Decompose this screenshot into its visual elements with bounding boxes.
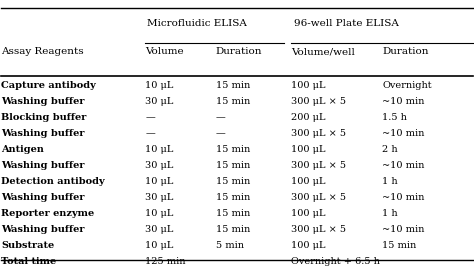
Text: 10 μL: 10 μL (145, 209, 173, 218)
Text: ~10 min: ~10 min (382, 193, 425, 202)
Text: 15 min: 15 min (216, 225, 250, 234)
Text: 300 μL × 5: 300 μL × 5 (291, 193, 346, 202)
Text: 1.5 h: 1.5 h (382, 113, 407, 122)
Text: 15 min: 15 min (216, 145, 250, 154)
Text: Assay Reagents: Assay Reagents (1, 47, 84, 56)
Text: 100 μL: 100 μL (291, 209, 326, 218)
Text: 5 min: 5 min (216, 241, 244, 250)
Text: Washing buffer: Washing buffer (1, 97, 85, 106)
Text: 15 min: 15 min (216, 209, 250, 218)
Text: 15 min: 15 min (216, 177, 250, 186)
Text: —: — (145, 113, 155, 122)
Text: ~10 min: ~10 min (382, 97, 425, 106)
Text: 10 μL: 10 μL (145, 81, 173, 90)
Text: Duration: Duration (382, 47, 428, 56)
Text: 30 μL: 30 μL (145, 225, 173, 234)
Text: 15 min: 15 min (382, 241, 416, 250)
Text: 30 μL: 30 μL (145, 193, 173, 202)
Text: 100 μL: 100 μL (291, 241, 326, 250)
Text: 30 μL: 30 μL (145, 161, 173, 170)
Text: Overnight: Overnight (382, 81, 432, 90)
Text: 300 μL × 5: 300 μL × 5 (291, 161, 346, 170)
Text: ~10 min: ~10 min (382, 161, 425, 170)
Text: 15 min: 15 min (216, 97, 250, 106)
Text: Washing buffer: Washing buffer (1, 193, 85, 202)
Text: Volume/well: Volume/well (291, 47, 355, 56)
Text: ~10 min: ~10 min (382, 225, 425, 234)
Text: Washing buffer: Washing buffer (1, 161, 85, 170)
Text: Total time: Total time (1, 257, 56, 266)
Text: 10 μL: 10 μL (145, 145, 173, 154)
Text: 100 μL: 100 μL (291, 177, 326, 186)
Text: 300 μL × 5: 300 μL × 5 (291, 225, 346, 234)
Text: 200 μL: 200 μL (291, 113, 326, 122)
Text: Overnight + 6.5 h: Overnight + 6.5 h (291, 257, 380, 266)
Text: Reporter enzyme: Reporter enzyme (1, 209, 95, 218)
Text: —: — (216, 129, 226, 138)
Text: Antigen: Antigen (1, 145, 44, 154)
Text: 2 h: 2 h (382, 145, 398, 154)
Text: 30 μL: 30 μL (145, 97, 173, 106)
Text: Capture antibody: Capture antibody (1, 81, 96, 90)
Text: 300 μL × 5: 300 μL × 5 (291, 129, 346, 138)
Text: Detection antibody: Detection antibody (1, 177, 105, 186)
Text: Blocking buffer: Blocking buffer (1, 113, 87, 122)
Text: 96-well Plate ELISA: 96-well Plate ELISA (293, 19, 399, 28)
Text: —: — (216, 113, 226, 122)
Text: 15 min: 15 min (216, 81, 250, 90)
Text: 10 μL: 10 μL (145, 241, 173, 250)
Text: 300 μL × 5: 300 μL × 5 (291, 97, 346, 106)
Text: ~10 min: ~10 min (382, 129, 425, 138)
Text: 10 μL: 10 μL (145, 177, 173, 186)
Text: 1 h: 1 h (382, 177, 398, 186)
Text: Washing buffer: Washing buffer (1, 129, 85, 138)
Text: 100 μL: 100 μL (291, 145, 326, 154)
Text: 125 min: 125 min (145, 257, 186, 266)
Text: 100 μL: 100 μL (291, 81, 326, 90)
Text: 1 h: 1 h (382, 209, 398, 218)
Text: Microfluidic ELISA: Microfluidic ELISA (147, 19, 247, 28)
Text: 15 min: 15 min (216, 161, 250, 170)
Text: Volume: Volume (145, 47, 184, 56)
Text: 15 min: 15 min (216, 193, 250, 202)
Text: —: — (145, 129, 155, 138)
Text: Duration: Duration (216, 47, 262, 56)
Text: Substrate: Substrate (1, 241, 55, 250)
Text: Washing buffer: Washing buffer (1, 225, 85, 234)
